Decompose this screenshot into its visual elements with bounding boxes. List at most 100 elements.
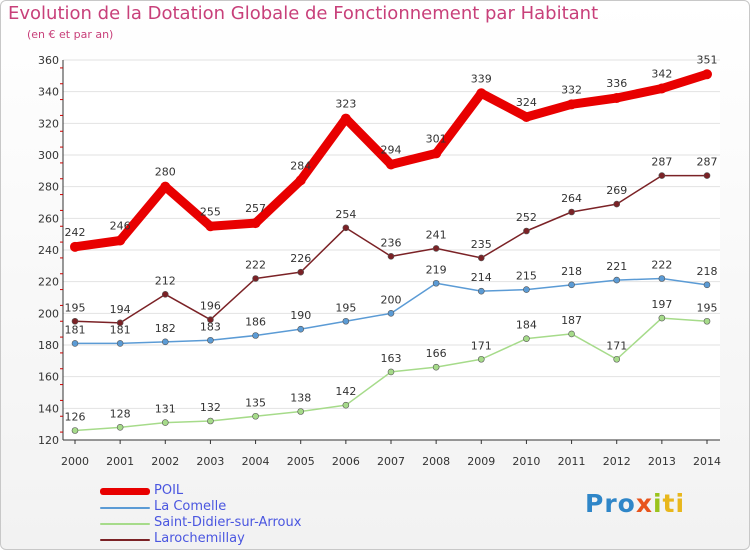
data-point (477, 254, 485, 262)
data-point (71, 317, 79, 325)
y-tick-label: 260 (38, 212, 59, 225)
chart-title: Evolution de la Dotation Globale de Fonc… (8, 3, 599, 24)
data-point (340, 113, 351, 124)
y-tick-label: 300 (38, 149, 59, 162)
data-point (342, 317, 350, 325)
data-label: 222 (651, 259, 672, 272)
data-label: 142 (335, 385, 356, 398)
data-label: 287 (651, 156, 672, 169)
data-label: 339 (471, 72, 492, 85)
y-tick-label: 120 (38, 434, 59, 447)
data-point (521, 112, 532, 122)
data-label: 226 (290, 252, 311, 265)
data-label: 255 (200, 205, 221, 218)
y-tick-label: 320 (38, 117, 59, 130)
data-point (523, 335, 530, 342)
data-point (431, 148, 442, 159)
data-label: 190 (290, 309, 311, 322)
data-label: 342 (651, 68, 672, 81)
x-tick-label: 2000 (61, 455, 89, 468)
y-tick-label: 360 (38, 54, 59, 67)
x-tick-label: 2011 (558, 455, 586, 468)
x-tick-label: 2004 (242, 455, 270, 468)
chart-subtitle: (en € et par an) (27, 28, 114, 41)
data-point (387, 368, 395, 376)
data-point (658, 172, 666, 179)
legend-item: Saint-Didier-sur-Arroux (100, 515, 400, 532)
data-point (613, 276, 621, 284)
data-label: 197 (651, 298, 672, 311)
data-point (568, 281, 575, 289)
data-point (252, 275, 259, 282)
data-point (656, 83, 667, 94)
data-label: 171 (471, 339, 492, 352)
data-point (568, 208, 575, 216)
x-tick-label: 2008 (422, 455, 450, 468)
data-point (297, 408, 305, 415)
y-tick-label: 240 (38, 244, 59, 257)
y-tick-label: 200 (38, 307, 59, 320)
data-label: 336 (606, 77, 627, 90)
data-label: 184 (516, 319, 537, 332)
data-label: 126 (65, 411, 86, 424)
data-label: 166 (426, 347, 447, 360)
data-label: 194 (110, 303, 131, 316)
data-label: 138 (290, 392, 311, 405)
data-point (476, 88, 487, 99)
data-point (703, 317, 711, 325)
legend-item: Larochemillay (100, 531, 400, 548)
data-label: 332 (561, 83, 582, 96)
data-point (432, 363, 440, 371)
data-label: 269 (606, 184, 627, 197)
data-label: 128 (110, 407, 131, 420)
data-point (252, 412, 259, 420)
legend-swatch (100, 507, 150, 509)
data-point (205, 221, 216, 232)
data-point (161, 291, 169, 298)
data-point (207, 316, 214, 323)
data-label: 212 (155, 274, 176, 287)
data-point (568, 330, 575, 338)
data-point (342, 224, 350, 232)
data-point (387, 253, 395, 260)
data-label: 200 (381, 293, 402, 306)
data-label: 323 (335, 98, 356, 111)
legend-swatch (100, 523, 150, 525)
y-tick-label: 340 (38, 86, 59, 99)
data-point (295, 175, 306, 186)
data-point (297, 268, 305, 276)
chart-legend: POIL La Comelle Saint-Didier-sur-Arroux Lar… (100, 483, 400, 548)
legend-label: La Comelle (154, 499, 227, 514)
data-point (116, 424, 124, 431)
data-point (252, 332, 259, 339)
data-label: 183 (200, 320, 221, 333)
legend-swatch (100, 488, 150, 495)
data-label: 284 (290, 159, 311, 172)
data-point (115, 235, 126, 246)
data-point (523, 227, 530, 235)
data-label: 132 (200, 401, 221, 414)
data-point (613, 355, 621, 363)
y-tick-label: 280 (38, 181, 59, 194)
legend-item: La Comelle (100, 499, 400, 516)
data-label: 294 (381, 144, 402, 157)
data-label: 252 (516, 211, 537, 224)
data-label: 301 (426, 132, 447, 145)
data-point (207, 336, 214, 344)
data-label: 246 (110, 220, 131, 233)
x-tick-label: 2002 (151, 455, 179, 468)
data-label: 236 (381, 236, 402, 249)
data-label: 181 (110, 323, 131, 336)
data-point (703, 281, 711, 289)
y-tick-label: 160 (38, 371, 59, 384)
x-tick-label: 2003 (196, 455, 224, 468)
data-point (71, 427, 79, 434)
y-tick-label: 140 (38, 402, 59, 415)
data-label: 287 (697, 156, 718, 169)
data-point (432, 245, 440, 252)
x-tick-label: 2012 (603, 455, 631, 468)
data-label: 171 (606, 339, 627, 352)
data-label: 181 (65, 323, 86, 336)
data-point (250, 218, 261, 229)
data-label: 218 (561, 265, 582, 278)
